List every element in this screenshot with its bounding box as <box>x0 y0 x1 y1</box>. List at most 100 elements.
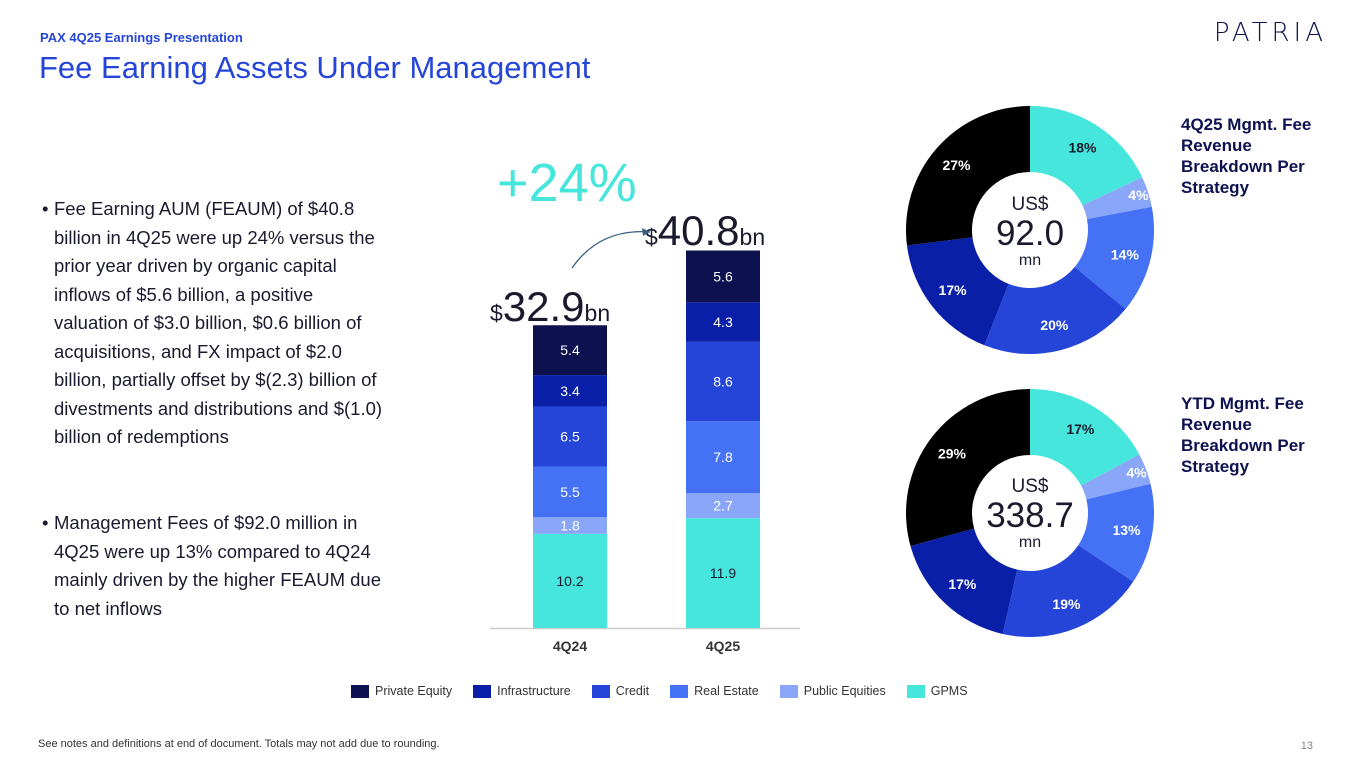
bar-segment-private-equity <box>686 250 760 303</box>
bullet-text: Management Fees of $92.0 million in 4Q25… <box>54 512 381 619</box>
donut-slice-gpms <box>1030 106 1143 206</box>
donut-title-4q25: 4Q25 Mgmt. Fee Revenue Breakdown Per Str… <box>1181 115 1312 197</box>
legend-label: Infrastructure <box>497 684 571 698</box>
donut-slice-credit <box>984 266 1126 355</box>
donut-slice-gpms <box>1030 389 1140 486</box>
center-currency: US$ <box>1011 476 1049 497</box>
unit: bn <box>739 224 766 250</box>
donut-title-ytd: YTD Mgmt. Fee Revenue Breakdown Per Stra… <box>1181 394 1305 476</box>
legend-label: GPMS <box>930 684 968 698</box>
center-value: 92.0 <box>995 214 1065 253</box>
bar-value-label: 4.3 <box>713 314 733 330</box>
bar-value-label: 5.6 <box>713 268 733 284</box>
legend-swatch <box>473 684 492 698</box>
donut-percent-label: 29% <box>938 446 967 462</box>
center-value: 338.7 <box>986 496 1074 535</box>
total-value: 40.8 <box>657 207 740 254</box>
bar-segment-public-equities <box>533 517 607 534</box>
bar-segment-gpms <box>533 533 607 628</box>
legend-item: Real Estate <box>670 684 759 698</box>
legend-item: Public Equities <box>779 684 886 698</box>
donut-slice-private-equity <box>906 389 1030 547</box>
center-unit: mn <box>1018 534 1042 551</box>
donut-slice-private-equity <box>906 106 1030 246</box>
center-currency: US$ <box>1011 194 1049 215</box>
legend-label: Real Estate <box>694 684 759 698</box>
legend: Private Equity Infrastructure Credit Real E… <box>351 684 989 698</box>
bar-segment-infrastructure <box>686 302 760 342</box>
arrow-head-icon <box>642 228 650 236</box>
bullet-mgmt-fees: • Management Fees of $92.0 million in 4Q… <box>42 509 392 623</box>
donut-percent-label: 27% <box>942 157 971 173</box>
growth-arrow <box>571 230 651 269</box>
donut-percent-label: 17% <box>948 576 977 592</box>
donut-center-4q25: US$ 92.0 mn <box>970 194 1090 270</box>
bar-value-label: 1.8 <box>560 518 580 534</box>
donut-slice-infrastructure <box>910 528 1018 634</box>
bar-segment-real-estate <box>533 466 607 518</box>
total-4q24: $32.9bn <box>490 283 610 331</box>
legend-label: Credit <box>615 684 650 698</box>
legend-item: Private Equity <box>351 684 452 698</box>
bar-value-label: 8.6 <box>713 374 733 390</box>
bullet-feaum: • Fee Earning AUM (FEAUM) of $40.8 billi… <box>42 195 392 452</box>
growth-label: +24% <box>497 153 637 213</box>
bar-segment-gpms <box>686 518 760 628</box>
donut-slice-credit <box>1002 545 1134 637</box>
bar-value-label: 7.8 <box>713 449 733 465</box>
center-unit: mn <box>1018 252 1042 269</box>
bullet-icon: • <box>42 512 49 533</box>
donut-slice-public-equities <box>1082 177 1152 220</box>
x-tick-label: 4Q24 <box>553 638 587 654</box>
donut-slice-real-estate <box>1078 483 1155 582</box>
bullet-text: Fee Earning AUM (FEAUM) of $40.8 billion… <box>54 198 383 447</box>
legend-label: Private Equity <box>375 684 453 698</box>
bar-value-label: 2.7 <box>713 498 733 514</box>
bar-value-label: 5.5 <box>560 484 580 500</box>
legend-swatch <box>670 684 689 698</box>
donut-slice-public-equities <box>1081 454 1151 500</box>
total-value: 32.9 <box>502 283 585 330</box>
bar-segment-public-equities <box>686 493 760 519</box>
donut-slice-real-estate <box>1074 206 1154 310</box>
donut-percent-label: 17% <box>1066 421 1095 437</box>
legend-swatch <box>779 684 798 698</box>
donut-percent-label: 4% <box>1128 187 1149 203</box>
donut-percent-label: 19% <box>1052 596 1081 612</box>
page-title: Fee Earning Assets Under Management <box>39 50 591 85</box>
donut-percent-label: 17% <box>939 282 968 298</box>
legend-item: Credit <box>591 684 650 698</box>
donut-percent-label: 4% <box>1126 464 1147 480</box>
total-4q25: $40.8bn <box>645 207 765 255</box>
currency: $ <box>645 224 658 250</box>
bar-segment-credit <box>686 341 760 422</box>
donut-slice-infrastructure <box>906 237 1009 346</box>
bar-value-label: 3.4 <box>560 383 580 399</box>
bar-value-label: 5.4 <box>560 342 580 358</box>
bar-segment-real-estate <box>686 421 760 494</box>
donut-percent-label: 18% <box>1068 139 1097 155</box>
x-tick-label: 4Q25 <box>706 638 740 654</box>
legend-label: Public Equities <box>803 684 886 698</box>
footnote: See notes and definitions at end of docu… <box>38 738 440 750</box>
currency: $ <box>490 300 503 326</box>
legend-item: GPMS <box>906 684 968 698</box>
bar-segment-infrastructure <box>533 375 607 407</box>
donut-percent-label: 14% <box>1111 246 1140 262</box>
bar-value-label: 10.2 <box>556 573 583 589</box>
bar-value-label: 6.5 <box>560 428 580 444</box>
bar-value-label: 11.9 <box>710 565 736 581</box>
unit: bn <box>584 300 611 326</box>
donut-percent-label: 20% <box>1040 317 1069 333</box>
donut-percent-label: 13% <box>1112 522 1141 538</box>
legend-swatch <box>906 684 925 698</box>
legend-swatch <box>351 684 369 698</box>
legend-swatch <box>591 684 610 698</box>
legend-item: Infrastructure <box>473 684 571 698</box>
patria-logo: PATRIA <box>1213 18 1327 48</box>
page-number: 13 <box>1300 740 1313 752</box>
presentation-subtitle: PAX 4Q25 Earnings Presentation <box>40 30 243 45</box>
bar-segment-private-equity <box>533 325 607 376</box>
